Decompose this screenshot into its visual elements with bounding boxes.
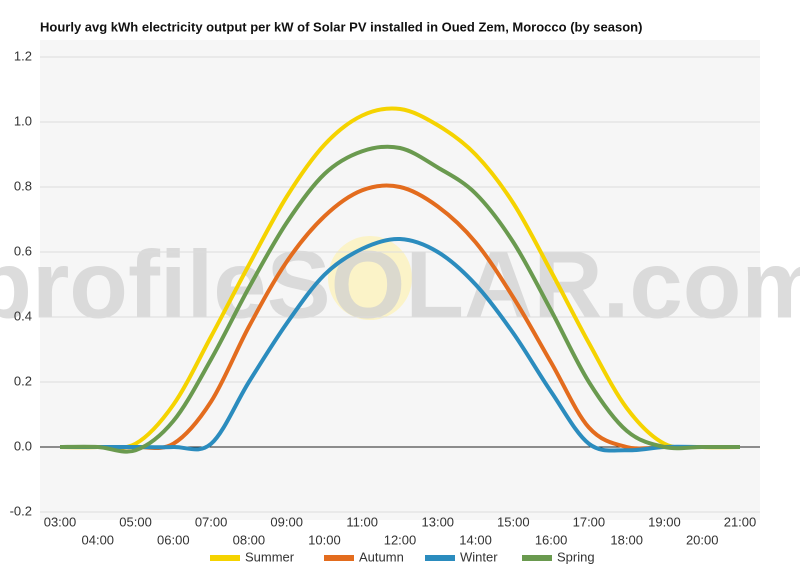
x-tick-label: 16:00 [535,532,568,547]
legend-swatch [425,555,455,561]
x-tick-label: 17:00 [573,514,606,529]
x-tick-label: 13:00 [422,514,455,529]
series-line [60,236,740,453]
y-tick-label: 0.4 [14,308,32,323]
x-tick-label: 03:00 [44,514,77,529]
watermark: profileSOLAR.com [0,231,800,338]
series-line [59,144,740,454]
legend-label: Summer [245,549,295,564]
series-line [60,183,740,451]
series-line [59,106,741,450]
x-tick-label: 06:00 [157,532,190,547]
x-tick-label: 20:00 [686,532,719,547]
y-tick-label: 0.2 [14,373,32,388]
y-tick-label: -0.2 [10,503,32,518]
x-tick-label: 18:00 [610,532,643,547]
y-tick-label: 0.8 [14,178,32,193]
chart-title: Hourly avg kWh electricity output per kW… [40,19,642,34]
x-tick-label: 07:00 [195,514,228,529]
legend-swatch [522,555,552,561]
y-tick-label: 1.0 [14,113,32,128]
x-tick-label: 11:00 [346,514,378,529]
x-tick-label: 14:00 [459,532,492,547]
x-tick-label: 04:00 [82,532,115,547]
legend-swatch [324,555,354,561]
legend-label: Spring [557,549,595,564]
y-tick-label: 0.0 [14,438,32,453]
x-tick-label: 10:00 [308,532,341,547]
legend-swatch [210,555,240,561]
x-tick-label: 05:00 [119,514,152,529]
x-tick-label: 15:00 [497,514,530,529]
x-tick-label: 12:00 [384,532,417,547]
legend-label: Autumn [359,549,404,564]
y-tick-label: 0.6 [14,243,32,258]
x-tick-label: 09:00 [270,514,303,529]
legend-label: Winter [460,549,498,564]
x-tick-label: 08:00 [233,532,266,547]
y-tick-label: 1.2 [14,48,32,63]
x-tick-label: 19:00 [648,514,681,529]
x-tick-label: 21:00 [724,514,757,529]
